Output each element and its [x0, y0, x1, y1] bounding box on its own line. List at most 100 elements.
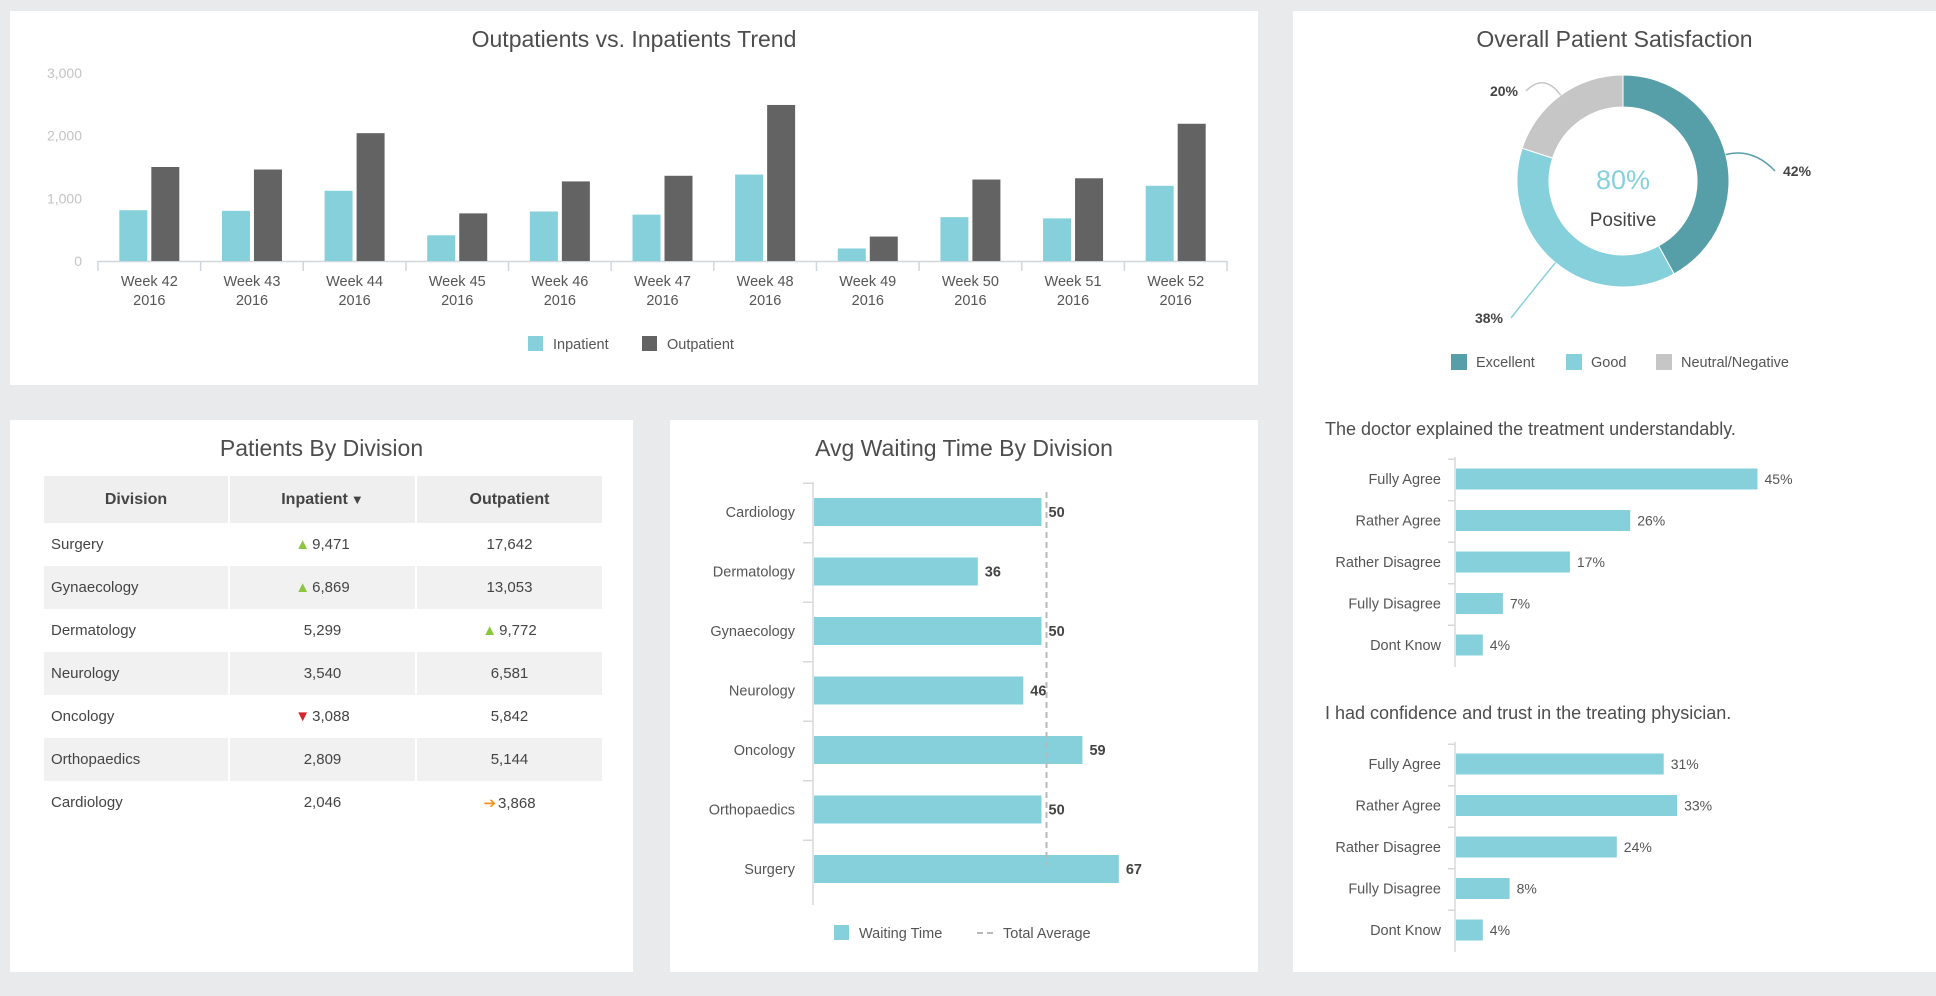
- inpatient-cell: 5,299: [229, 609, 417, 652]
- waiting-value-label: 50: [1049, 624, 1065, 640]
- trend-down-icon: ▼: [295, 708, 311, 725]
- waiting-bar: [814, 617, 1042, 645]
- inpatient-cell: ▲ 6,869: [229, 566, 417, 609]
- table-row[interactable]: Surgery ▲ 9,471 17,642: [44, 523, 602, 566]
- survey-bar: [1456, 510, 1631, 531]
- legend-label[interactable]: Neutral/Negative: [1681, 355, 1789, 371]
- outpatient-bar: [253, 169, 282, 261]
- survey-bar: [1456, 753, 1664, 775]
- inpatient-value: 5,299: [303, 622, 342, 639]
- trend-chart: 0 1,000 2,000 3,000 Week 42 2016 Week 43 2016 We…: [47, 65, 1228, 353]
- outpatient-value: 5,144: [490, 751, 529, 768]
- q2-title: I had confidence and trust in the treati…: [1325, 703, 1731, 723]
- outpatient-cell: 5,842: [416, 695, 602, 738]
- trend-up-icon: ▲: [295, 579, 311, 596]
- inpatient-value: 9,471: [312, 536, 350, 553]
- survey-bar: [1456, 919, 1483, 941]
- x-tick-label-year: 2016: [1160, 293, 1192, 309]
- waiting-bar: [814, 676, 1024, 705]
- x-tick-label: Week 46: [531, 274, 588, 290]
- survey-category-label: Dont Know: [1370, 923, 1441, 939]
- legend-label-outpatient[interactable]: Outpatient: [667, 337, 734, 353]
- waiting-bar: [814, 498, 1042, 526]
- inpatient-bar: [529, 211, 558, 261]
- col-inpatient-label: Inpatient: [281, 490, 348, 508]
- col-division[interactable]: Division: [44, 476, 230, 523]
- survey-value-label: 31%: [1671, 756, 1699, 772]
- x-tick-label: Week 44: [326, 274, 383, 290]
- division-name: Neurology: [44, 652, 230, 695]
- x-tick-label-year: 2016: [954, 293, 986, 309]
- division-name: Gynaecology: [44, 566, 230, 609]
- x-tick-label: Week 48: [737, 274, 794, 290]
- inpatient-cell: ▲ 9,471: [229, 523, 417, 566]
- sort-desc-icon[interactable]: ▼: [350, 491, 364, 507]
- donut-leader-line: [1510, 262, 1557, 319]
- outpatient-cell: 5,144: [416, 738, 602, 781]
- legend-swatch[interactable]: [1656, 354, 1672, 370]
- legend-label-inpatient[interactable]: Inpatient: [553, 337, 609, 353]
- survey-category-label: Rather Disagree: [1335, 840, 1441, 856]
- survey-category-label: Dont Know: [1370, 638, 1441, 654]
- outpatient-cell: 13,053: [416, 566, 602, 609]
- waiting-bar: [814, 855, 1119, 883]
- legend-label-waiting-time[interactable]: Waiting Time: [859, 926, 942, 942]
- col-outpatient[interactable]: Outpatient: [416, 476, 602, 523]
- inpatient-value: 2,809: [303, 751, 342, 768]
- division-name: Dermatology: [44, 609, 230, 652]
- y-tick-label: 3,000: [47, 65, 82, 81]
- outpatient-cell: 6,581: [416, 652, 602, 695]
- satisfaction-charts: 42% 38% 20% 80% Positive Excellent Good Neutral…: [1325, 74, 1812, 952]
- survey-bar: [1456, 836, 1617, 858]
- waiting-value-label: 36: [985, 565, 1001, 581]
- outpatient-value: 3,868: [498, 794, 536, 812]
- x-tick-label-year: 2016: [441, 293, 473, 309]
- survey-category-label: Rather Agree: [1356, 799, 1441, 815]
- inpatient-bar: [632, 214, 661, 261]
- table-row[interactable]: Orthopaedics 2,809 5,144: [44, 738, 602, 781]
- inpatient-bar: [1145, 185, 1174, 261]
- legend-swatch[interactable]: [1566, 354, 1582, 370]
- inpatient-bar: [940, 217, 969, 261]
- division-title: Patients By Division: [219, 435, 424, 461]
- outpatient-cell: ▲ 9,772: [416, 609, 602, 652]
- outpatient-bar: [356, 133, 385, 261]
- y-tick-label: Dermatology: [713, 565, 796, 581]
- legend-swatch[interactable]: [1451, 354, 1467, 370]
- donut-slice-neutral-negative: [1521, 74, 1624, 159]
- outpatient-value: 17,642: [486, 536, 533, 553]
- donut-leader-line: [1525, 82, 1562, 96]
- table-row[interactable]: Gynaecology ▲ 6,869 13,053: [44, 566, 602, 609]
- legend-swatch-inpatient[interactable]: [528, 336, 543, 351]
- y-tick-label: Neurology: [729, 684, 796, 700]
- outpatient-value: 13,053: [486, 579, 533, 596]
- inpatient-cell: 3,540: [229, 652, 417, 695]
- survey-bar: [1456, 593, 1503, 614]
- x-tick-label: Week 42: [121, 274, 178, 290]
- col-inpatient[interactable]: Inpatient ▼: [229, 476, 417, 523]
- inpatient-value: 3,088: [312, 708, 350, 725]
- legend-label[interactable]: Excellent: [1476, 355, 1535, 371]
- x-tick-label: Week 43: [223, 274, 280, 290]
- outpatient-bar: [151, 167, 180, 261]
- x-tick-label: Week 49: [839, 274, 896, 290]
- survey-category-label: Rather Disagree: [1335, 555, 1441, 571]
- survey-value-label: 7%: [1510, 596, 1530, 612]
- outpatient-bar: [561, 181, 590, 261]
- legend-label-average[interactable]: Total Average: [1003, 926, 1091, 942]
- survey-value-label: 4%: [1490, 922, 1510, 938]
- table-row[interactable]: Oncology ▼ 3,088 5,842: [44, 695, 602, 738]
- legend-label[interactable]: Good: [1591, 355, 1626, 371]
- y-tick-label: Orthopaedics: [709, 803, 795, 819]
- waiting-value-label: 59: [1089, 743, 1105, 759]
- survey-value-label: 8%: [1517, 881, 1537, 897]
- outpatient-bar: [972, 179, 1001, 261]
- waiting-bar: [814, 557, 978, 586]
- x-tick-label: Week 47: [634, 274, 691, 290]
- legend-swatch-outpatient[interactable]: [642, 336, 657, 351]
- table-row[interactable]: Cardiology 2,046 ➔ 3,868: [44, 781, 602, 824]
- table-row[interactable]: Neurology 3,540 6,581: [44, 652, 602, 695]
- legend-swatch-waiting-time[interactable]: [834, 925, 849, 940]
- inpatient-value: 3,540: [303, 665, 342, 682]
- table-row[interactable]: Dermatology 5,299 ▲ 9,772: [44, 609, 602, 652]
